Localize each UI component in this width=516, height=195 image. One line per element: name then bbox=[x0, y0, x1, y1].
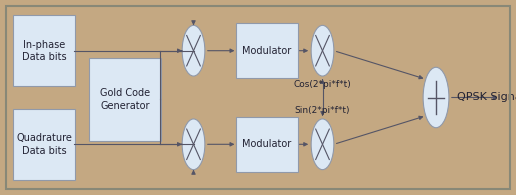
Ellipse shape bbox=[311, 25, 334, 76]
Text: Modulator: Modulator bbox=[243, 46, 292, 56]
Text: Cos(2*pi*f*t): Cos(2*pi*f*t) bbox=[294, 80, 351, 89]
Text: In-phase
Data bits: In-phase Data bits bbox=[22, 40, 67, 62]
Ellipse shape bbox=[182, 25, 205, 76]
Text: Sin(2*pi*f*t): Sin(2*pi*f*t) bbox=[295, 106, 350, 115]
FancyBboxPatch shape bbox=[236, 23, 298, 78]
Text: Quadrature
Data bits: Quadrature Data bits bbox=[16, 133, 72, 155]
Text: Gold Code
Generator: Gold Code Generator bbox=[100, 88, 150, 111]
FancyBboxPatch shape bbox=[89, 58, 161, 141]
Ellipse shape bbox=[182, 119, 205, 170]
FancyBboxPatch shape bbox=[13, 109, 75, 180]
FancyBboxPatch shape bbox=[13, 15, 75, 86]
Ellipse shape bbox=[311, 119, 334, 170]
Text: Modulator: Modulator bbox=[243, 139, 292, 149]
Ellipse shape bbox=[423, 67, 449, 128]
FancyBboxPatch shape bbox=[236, 117, 298, 172]
Text: QPSK Signal: QPSK Signal bbox=[457, 92, 516, 103]
